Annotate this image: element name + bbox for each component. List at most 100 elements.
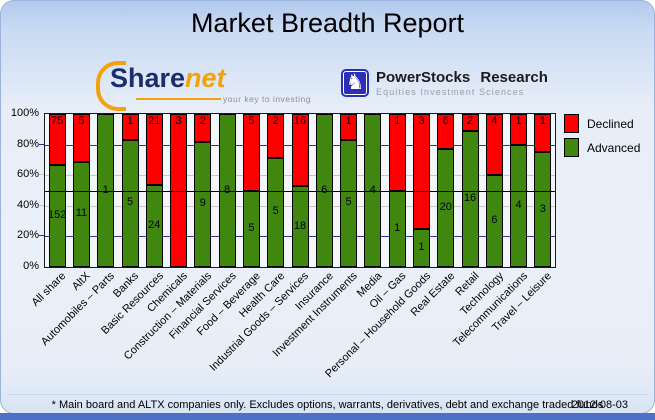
bar-declined-segment [242,114,260,191]
advanced-value-label: 6 [321,183,328,196]
bar-advanced-segment [412,228,430,267]
y-axis-tick [39,204,44,206]
declined-value-label: 16 [293,115,307,127]
bar-advanced-segment [145,185,163,267]
legend-item-declined: Declined [564,114,640,133]
y-axis-tick [39,235,44,237]
bar-declined-segment [48,114,66,165]
bar-declined-segment [485,114,503,176]
declined-value-label: 75 [51,115,64,127]
bar-advanced-segment [340,139,358,267]
y-axis-label: 20% [16,229,39,242]
bar-advanced-segment [291,186,309,267]
declined-value-label: 2 [272,115,279,127]
declined-value-label: 3 [418,115,425,127]
advanced-value-label: 1 [102,183,109,196]
chart-legend: Declined Advanced [564,114,640,162]
declined-value-label: 21 [148,115,161,127]
footer: * Main board and ALTX companies only. Ex… [1,399,654,415]
legend-item-advanced: Advanced [564,138,640,157]
y-axis-label: 60% [16,168,39,181]
bar-declined-segment [412,114,430,229]
declined-value-label: 1 [345,115,352,127]
declined-value-label: 6 [442,115,449,127]
advanced-value-label: 6 [491,214,498,227]
bar-advanced-segment [48,164,66,267]
chart-bar: 6 20 [437,114,455,267]
advanced-value-label: 4 [515,198,522,211]
bar-declined-segment [291,114,309,186]
bar-declined-segment [510,114,528,145]
declined-value-label: 5 [248,115,255,127]
powerstocks-subtitle: Equities Investment Sciences [376,87,525,97]
sharenet-wordmark: Sharenet [110,63,226,94]
page-title: Market Breadth Report [190,8,465,38]
chart-bar: 16 18 [291,114,309,267]
advanced-value-label: 1 [418,240,425,253]
powerstocks-text: PowerStocks Research Equities Investment… [376,69,548,97]
y-axis-label: 0% [23,260,39,272]
bar-advanced-segment [194,141,212,267]
advanced-value-label: 5 [126,196,134,209]
advanced-value-label: 20 [439,201,452,214]
footer-divider [7,394,648,395]
bar-advanced-segment [267,157,285,267]
advanced-value-label: 1 [394,221,401,234]
advanced-value-label: 3 [539,202,546,215]
sharenet-word-net: net [185,63,226,93]
sharenet-logo: Sharenet your key to investing [96,61,310,111]
advanced-value-label: 24 [148,219,161,232]
bar-advanced-segment [534,152,552,267]
legend-label: Declined [587,116,634,131]
declined-value-label: 3 [175,115,182,127]
bar-declined-segment [388,114,406,191]
chart-plot-area: 75 152 5 11 1 1 5 21 24 3 2 9 8 5 5 2 5 16 18 6 1 5 4 1 1 3 1 6 20 2 1… [44,113,556,268]
bar-advanced-segment [485,175,503,267]
advanced-value-label: 11 [75,207,88,220]
powerstocks-logo: ♞ PowerStocks Research Equities Investme… [341,61,548,105]
advanced-value-label: 18 [293,219,307,232]
bar-advanced-segment [72,161,90,267]
logo-row: Sharenet your key to investing ♞ PowerSt… [1,57,654,111]
y-axis-tick [39,143,44,145]
advanced-swatch-icon [564,138,579,157]
sharenet-arc-icon [96,61,126,111]
bar-declined-segment [145,114,163,186]
declined-value-label: 5 [78,115,85,127]
bar-declined-segment [72,114,90,162]
declined-value-label: 2 [199,115,206,127]
bar-declined-segment [534,114,552,153]
bar-advanced-segment [437,149,455,267]
knight-chess-icon: ♞ [341,69,369,97]
sharenet-underline [136,98,221,100]
reference-line-50pct [44,190,556,192]
report-date: 2012-08-03 [571,399,628,411]
declined-value-label: 1 [394,115,401,127]
advanced-value-label: 5 [248,221,255,234]
sharenet-tagline: your key to investing [223,94,311,104]
declined-value-label: 4 [491,115,498,127]
advanced-value-label: 5 [345,196,352,209]
bar-declined-segment [194,114,212,142]
declined-value-label: 1 [515,115,522,127]
legend-label: Advanced [587,140,641,155]
y-axis-label: 80% [16,137,39,150]
chart-bar: 21 24 [145,114,163,267]
y-axis-label: 40% [16,198,39,211]
declined-swatch-icon [564,114,579,133]
y-axis-tick [39,174,44,176]
bar-declined-segment [437,114,455,150]
chart-bar: 75 152 [47,114,67,267]
y-axis-label: 100% [10,107,39,119]
advanced-value-label: 152 [47,208,67,221]
declined-value-label: 1 [539,115,546,127]
bar-declined-segment [340,114,358,140]
